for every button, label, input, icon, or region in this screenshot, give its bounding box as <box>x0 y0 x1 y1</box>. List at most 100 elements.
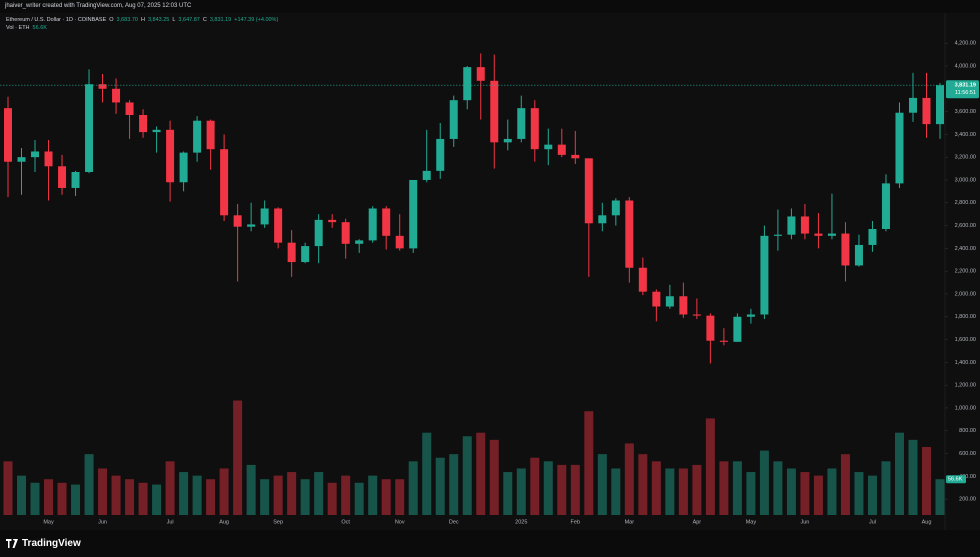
candle-body <box>368 208 377 241</box>
volume-bar <box>111 475 121 515</box>
candle-body <box>382 208 391 236</box>
volume-bar <box>813 475 823 515</box>
chart-background <box>0 13 980 530</box>
x-tick-label: Aug <box>922 519 932 525</box>
y-tick-label: 3,400.00 <box>955 132 976 138</box>
candle-body <box>638 267 647 292</box>
volume-bar <box>327 482 337 515</box>
volume-bar <box>840 454 850 515</box>
ohlc-o-value: 3,683.70 <box>116 17 138 23</box>
volume-bar <box>732 461 742 515</box>
price-tag-value: 3,831.19 <box>955 83 976 89</box>
attribution: jhaiver_writer created with TradingView.… <box>5 3 192 9</box>
candle-body <box>301 246 310 263</box>
candle-body <box>31 151 40 158</box>
volume-bar <box>584 411 594 515</box>
volume-bar <box>462 436 472 515</box>
logo <box>6 539 18 548</box>
candle-body <box>179 152 188 183</box>
candle-body <box>71 171 80 188</box>
x-tick-label: Jul <box>869 519 876 525</box>
ohlc-c-value: 3,831.19 <box>209 17 232 23</box>
volume-bar <box>341 475 351 515</box>
volume-bar <box>260 479 270 515</box>
volume-bar <box>354 482 364 515</box>
x-tick-label: Mar <box>625 519 635 525</box>
candle-body <box>692 314 701 316</box>
candle-body <box>625 200 634 268</box>
volume-bar <box>273 475 283 515</box>
volume-bar <box>489 439 499 515</box>
candle-body <box>584 158 593 224</box>
y-tick-label: 200.00 <box>959 497 976 503</box>
y-tick-label: 1,200.00 <box>955 383 976 389</box>
y-tick-label: 600.00 <box>959 451 976 457</box>
candle-body <box>652 291 661 307</box>
volume-bar <box>651 461 661 515</box>
brand[interactable]: TradingView <box>22 538 81 549</box>
candle-body <box>409 179 418 249</box>
volume-bar <box>381 479 391 515</box>
candle-layer <box>0 53 945 364</box>
candle-body <box>476 67 485 81</box>
candle-body <box>449 100 458 139</box>
volume-bar <box>597 454 607 515</box>
candle-body <box>854 244 863 266</box>
volume-bar <box>908 439 918 515</box>
ohlc-h-label: H <box>140 17 145 23</box>
candle-body <box>395 235 404 249</box>
candle-body <box>922 97 931 125</box>
y-tick-label: 2,200.00 <box>955 269 976 275</box>
volume-bar <box>759 450 769 515</box>
candle-body <box>827 233 836 236</box>
volume-bar <box>192 475 202 515</box>
volume-bar <box>665 468 675 515</box>
volume-bar <box>678 468 688 515</box>
candle-body <box>557 144 566 155</box>
candle-body <box>908 97 917 113</box>
volume-bar <box>246 464 256 515</box>
volume-tag <box>946 475 966 484</box>
volume-bar <box>408 461 418 515</box>
volume-tag-value: 56.6K <box>948 477 963 483</box>
candle-body <box>422 170 431 180</box>
volume-bar <box>773 461 783 515</box>
candle-body <box>746 314 755 317</box>
candle-body <box>314 219 323 247</box>
candle-body <box>517 108 526 139</box>
volume-bar <box>233 400 243 515</box>
volume-bar <box>827 468 837 515</box>
x-tick-label: Jun <box>98 519 107 525</box>
candle-body <box>679 296 688 315</box>
candle-body <box>436 138 445 171</box>
volume-bar <box>624 443 634 515</box>
volume-bar <box>44 479 54 515</box>
volume-bar <box>476 432 486 515</box>
candle-body <box>166 129 175 183</box>
volume-bar <box>611 468 621 515</box>
volume-bar <box>705 418 715 515</box>
volume-bar <box>543 461 553 515</box>
candle-body <box>112 88 121 103</box>
candle-body <box>530 108 539 150</box>
volume-bar <box>530 457 540 515</box>
candle-body <box>544 144 553 150</box>
candle-body <box>247 224 256 227</box>
y-tick-label: 1,600.00 <box>955 337 976 343</box>
y-tick-label: 400.00 <box>959 474 976 480</box>
volume-bar <box>921 447 931 515</box>
candle-body <box>868 228 877 245</box>
volume-bar <box>503 472 513 515</box>
candle-body <box>760 235 769 315</box>
candle-body <box>4 108 12 162</box>
ohlc-h-value: 3,843.25 <box>147 17 170 23</box>
y-tick-label: 1,000.00 <box>955 405 976 411</box>
ohlc-l-label: L <box>172 17 176 23</box>
y-tick-label: 2,400.00 <box>955 246 976 252</box>
candle-body <box>44 151 53 167</box>
candle-body <box>463 67 472 101</box>
candle-body <box>355 240 364 244</box>
volume-bar <box>152 484 162 515</box>
candle-body <box>503 138 512 143</box>
candle-body <box>125 102 134 115</box>
